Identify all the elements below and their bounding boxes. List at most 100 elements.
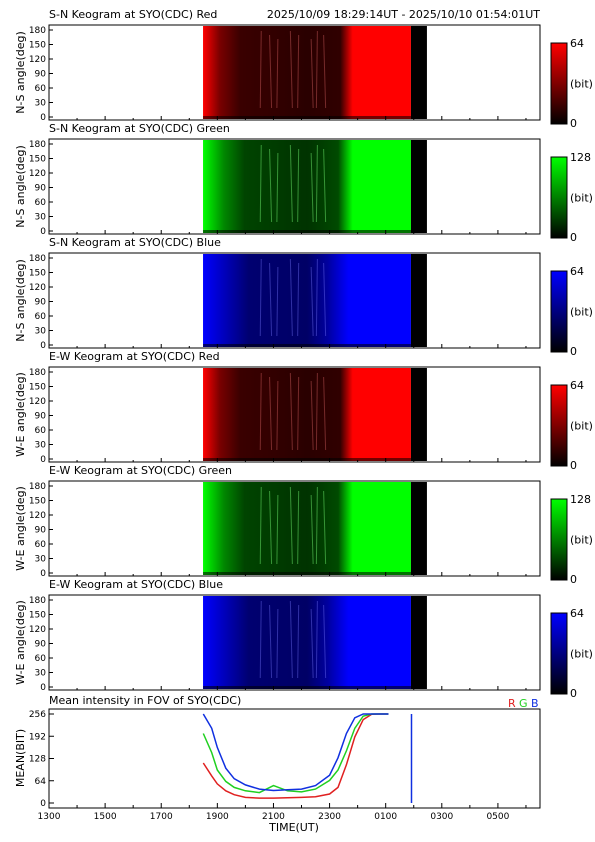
colorbar-unit-label: (bit)	[570, 534, 593, 547]
keogram-title: S-N Keogram at SYO(CDC) Green	[49, 122, 230, 135]
colorbar	[550, 612, 568, 695]
keogram-y-tick-label: 60	[35, 312, 47, 322]
data-gap	[410, 368, 427, 461]
aurora-streak	[310, 38, 314, 109]
keogram-y-tick-label: 150	[29, 497, 46, 507]
aurora-streak	[289, 258, 293, 337]
aurora-streak	[310, 608, 314, 679]
mean-x-tick-label: 0100	[374, 812, 397, 822]
horizon-band	[203, 458, 411, 461]
aurora-streak	[297, 604, 300, 679]
colorbar-unit-label: (bit)	[570, 306, 593, 319]
keogram-y-tick-label: 60	[35, 540, 47, 550]
colorbar-max-label: 128	[570, 493, 591, 506]
keogram-image	[203, 482, 411, 575]
mean-intensity-panel: Mean intensity in FOV of SYO(CDC) R G B …	[14, 694, 541, 834]
keogram-y-tick-label: 180	[29, 254, 46, 264]
mean-x-tick-label: 0300	[430, 812, 453, 822]
colorbar-unit-label: (bit)	[570, 648, 593, 661]
series-line-g	[202, 713, 389, 794]
data-gap	[410, 140, 427, 233]
keogram-y-tick-label: 150	[29, 41, 46, 51]
aurora-streak	[269, 376, 273, 451]
keogram-y-tick-label: 120	[29, 625, 46, 635]
keogram-panel: E-W Keogram at SYO(CDC) Green 0 30 60 90 120 1…	[14, 464, 593, 586]
keogram-y-tick-label: 90	[35, 640, 47, 650]
horizon-band	[203, 230, 411, 233]
keogram-title: S-N Keogram at SYO(CDC) Blue	[49, 236, 221, 249]
keogram-title: S-N Keogram at SYO(CDC) Red	[49, 8, 217, 21]
keogram-y-tick-label: 30	[35, 327, 47, 337]
keogram-y-tick-label: 0	[40, 455, 46, 465]
colorbar-max-label: 64	[570, 379, 584, 392]
aurora-streak	[297, 34, 300, 109]
mean-y-tick-label: 192	[29, 732, 46, 742]
colorbar-unit-label: (bit)	[570, 420, 593, 433]
colorbar	[550, 384, 568, 467]
aurora-streak	[276, 266, 279, 337]
mean-y-tick-label: 0	[40, 799, 46, 809]
aurora-streak	[315, 372, 318, 451]
aurora-streak	[269, 604, 273, 679]
mean-x-tick-label: 0500	[486, 812, 509, 822]
aurora-streak	[276, 380, 279, 451]
horizon-band	[203, 572, 411, 575]
legend-b: B	[531, 697, 539, 710]
keogram-y-axis-label: W-E angle(deg)	[14, 600, 27, 685]
keogram-y-tick-label: 120	[29, 169, 46, 179]
mean-series	[202, 713, 413, 803]
keogram-y-tick-label: 180	[29, 596, 46, 606]
mean-plot-frame	[48, 708, 541, 809]
keogram-image	[203, 140, 411, 233]
colorbar	[550, 156, 568, 239]
mean-x-axis-label: TIME(UT)	[268, 821, 319, 834]
aurora-streak	[310, 380, 314, 451]
keogram-y-tick-label: 180	[29, 368, 46, 378]
series-line-r	[202, 713, 389, 799]
colorbar-unit-label: (bit)	[570, 192, 593, 205]
aurora-streak	[269, 490, 273, 565]
aurora-streak	[289, 30, 293, 109]
data-gap	[410, 254, 427, 347]
keogram-y-tick-label: 120	[29, 397, 46, 407]
colorbar-min-label: 0	[570, 117, 577, 130]
keogram-panel: E-W Keogram at SYO(CDC) Red 0 30 60 90 120 150…	[14, 350, 593, 472]
keogram-y-tick-label: 180	[29, 26, 46, 36]
colorbar-max-label: 64	[570, 607, 584, 620]
keogram-panel: S-N Keogram at SYO(CDC) Blue 0 30 60 90 120 15…	[14, 236, 593, 358]
mean-x-tick-label: 1900	[206, 812, 229, 822]
keogram-y-tick-label: 60	[35, 654, 47, 664]
data-gap	[410, 26, 427, 119]
keogram-y-tick-label: 30	[35, 555, 47, 565]
aurora-streak	[323, 376, 327, 451]
aurora-streak	[276, 494, 279, 565]
mean-y-axis-label: MEAN(BIT)	[14, 729, 27, 787]
aurora-streak	[297, 262, 300, 337]
keogram-y-tick-label: 0	[40, 341, 46, 351]
aurora-streak	[315, 258, 318, 337]
horizon-band	[203, 344, 411, 347]
keogram-y-tick-label: 90	[35, 184, 47, 194]
aurora-streak	[323, 262, 327, 337]
aurora-streak	[323, 490, 327, 565]
keogram-y-tick-label: 150	[29, 383, 46, 393]
aurora-streak	[269, 34, 273, 109]
aurora-streak	[269, 262, 273, 337]
aurora-streak	[310, 266, 314, 337]
mean-y-tick-label: 64	[35, 777, 47, 787]
colorbar	[550, 498, 568, 581]
colorbar-max-label: 128	[570, 151, 591, 164]
keogram-y-tick-label: 60	[35, 426, 47, 436]
aurora-streak	[323, 604, 327, 679]
keogram-y-tick-label: 30	[35, 99, 47, 109]
aurora-streak	[276, 608, 279, 679]
aurora-streak	[310, 152, 314, 223]
keogram-y-axis-label: W-E angle(deg)	[14, 486, 27, 571]
aurora-streak	[289, 486, 293, 565]
keogram-y-axis-label: N-S angle(deg)	[14, 259, 27, 342]
keogram-y-tick-label: 90	[35, 412, 47, 422]
mean-axes: 0 64 128 192 256 1300 1500 1700 1900 2100 2300 0100…	[29, 710, 527, 822]
aurora-streak	[259, 372, 262, 451]
aurora-streak	[323, 34, 327, 109]
